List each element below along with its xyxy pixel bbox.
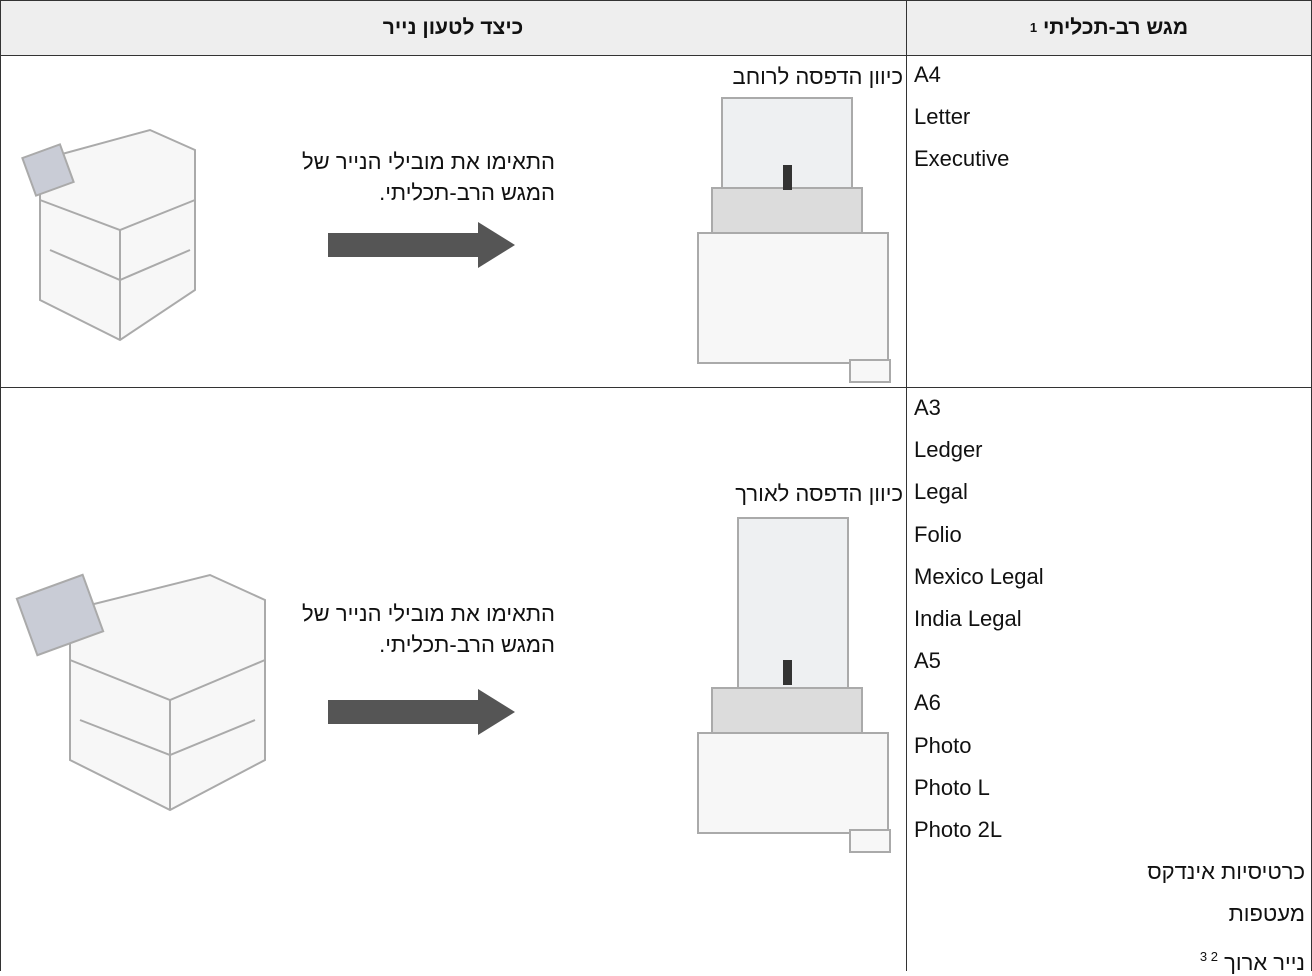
instruction-line: המגש הרב-תכליתי. bbox=[379, 180, 555, 205]
border bbox=[906, 0, 907, 971]
paper-size: A3 bbox=[914, 395, 941, 420]
printer-illustration bbox=[15, 573, 266, 812]
arrow bbox=[328, 689, 515, 735]
arrow bbox=[328, 222, 515, 268]
tray-illustration bbox=[697, 97, 891, 383]
paper-size: כרטיסיות אינדקס bbox=[1147, 859, 1305, 885]
border bbox=[0, 0, 1, 971]
paper-size: Photo L bbox=[914, 774, 990, 800]
border bbox=[0, 387, 1312, 388]
paper-size: Photo bbox=[914, 732, 972, 758]
header-label: מגש רב-תכליתי bbox=[1042, 15, 1189, 39]
paper-size: A5 bbox=[914, 648, 941, 674]
instruction-line: התאימו את מובילי הנייר של bbox=[302, 149, 555, 174]
paper-size: Executive bbox=[914, 146, 1010, 172]
paper-size: Legal bbox=[914, 479, 968, 505]
tray-illustration bbox=[697, 517, 891, 853]
instruction-line: התאימו את מובילי הנייר של bbox=[302, 601, 555, 626]
footnote-mark: 1 bbox=[1029, 20, 1038, 35]
paper-size: Photo 2L bbox=[914, 817, 1003, 842]
column-header: כיצד לטעון נייר bbox=[0, 0, 906, 55]
paper-size: Ledger bbox=[914, 437, 983, 463]
border bbox=[0, 0, 1312, 1]
paper-size: מעטפות bbox=[1228, 901, 1305, 927]
paper-size: Mexico Legal bbox=[914, 563, 1044, 589]
border bbox=[0, 55, 1312, 56]
paper-size: Folio bbox=[914, 521, 962, 547]
instruction-line: המגש הרב-תכליתי. bbox=[379, 632, 555, 657]
paper-size-text: נייר ארוך bbox=[1224, 949, 1305, 975]
column-header: מגש רב-תכליתי 1 bbox=[906, 0, 1312, 55]
illustrations bbox=[15, 97, 891, 853]
paper-size: A6 bbox=[914, 690, 941, 716]
paper-size: A4 bbox=[914, 62, 941, 87]
header-label: כיצד לטעון נייר bbox=[382, 15, 524, 39]
orientation-label: כיוון הדפסה לאורך bbox=[735, 481, 903, 506]
paper-size: India Legal bbox=[914, 606, 1022, 631]
paper-size: Letter bbox=[914, 104, 971, 130]
footnote-mark: 2 3 bbox=[1199, 948, 1218, 964]
orientation-label: כיוון הדפסה לרוחב bbox=[732, 64, 903, 89]
printer-illustration bbox=[21, 128, 196, 342]
paper-size: נייר ארוך 2 3 bbox=[1200, 944, 1305, 976]
